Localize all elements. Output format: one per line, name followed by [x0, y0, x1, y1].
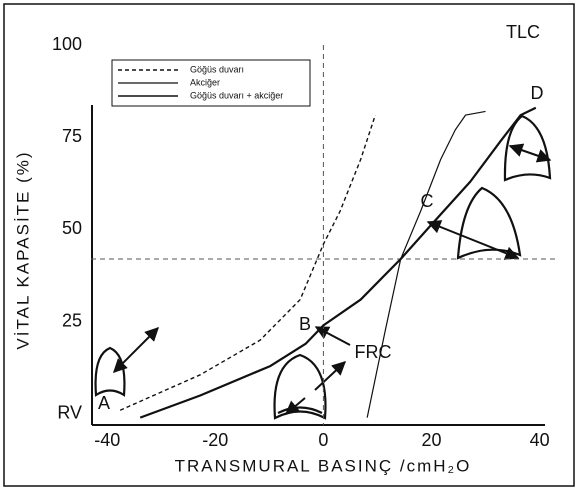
- lung-icons: [96, 116, 550, 418]
- series-line: [367, 111, 485, 417]
- y-tick-label: 75: [62, 126, 82, 146]
- y-tick-label: 100: [52, 34, 82, 54]
- legend-label: Göğüs duvarı + akciğer: [190, 90, 283, 100]
- arrow: [315, 362, 345, 390]
- x-tick-label: 0: [318, 430, 328, 450]
- legend: Göğüs duvarı Akciğer Göğüs duvarı + akciğe…: [112, 60, 310, 106]
- y-tick-label: RV: [57, 403, 82, 423]
- annotation: FRC: [355, 342, 392, 362]
- annotation: C: [421, 191, 434, 211]
- y-axis-label: VİTAL KAPASİTE (%): [13, 150, 32, 349]
- series-line: [120, 115, 375, 410]
- x-tick-label: 40: [530, 430, 550, 450]
- x-tick-label: 20: [421, 430, 441, 450]
- annotation: TLC: [506, 22, 540, 42]
- lung-icon: [96, 348, 125, 395]
- annotation: B: [299, 314, 311, 334]
- annotation: A: [98, 393, 110, 413]
- lung-icon: [458, 188, 520, 258]
- x-axis-label: TRANSMURAL BASINÇ /cmH₂O: [175, 456, 472, 475]
- arrow: [114, 328, 158, 372]
- y-tick-label: 50: [62, 218, 82, 238]
- legend-label: Göğüs duvarı: [190, 64, 244, 74]
- arrow: [316, 327, 350, 345]
- arrow: [510, 146, 550, 160]
- x-tick-label: -40: [94, 430, 120, 450]
- x-tick-label: -20: [202, 430, 228, 450]
- arrows: [114, 146, 550, 414]
- y-tick-label: 25: [62, 310, 82, 330]
- chart: VİTAL KAPASİTE (%) TRANSMURAL BASINÇ /cm…: [0, 0, 579, 491]
- series-line: [140, 108, 536, 418]
- legend-label: Akciğer: [190, 77, 220, 87]
- annotation: D: [531, 83, 544, 103]
